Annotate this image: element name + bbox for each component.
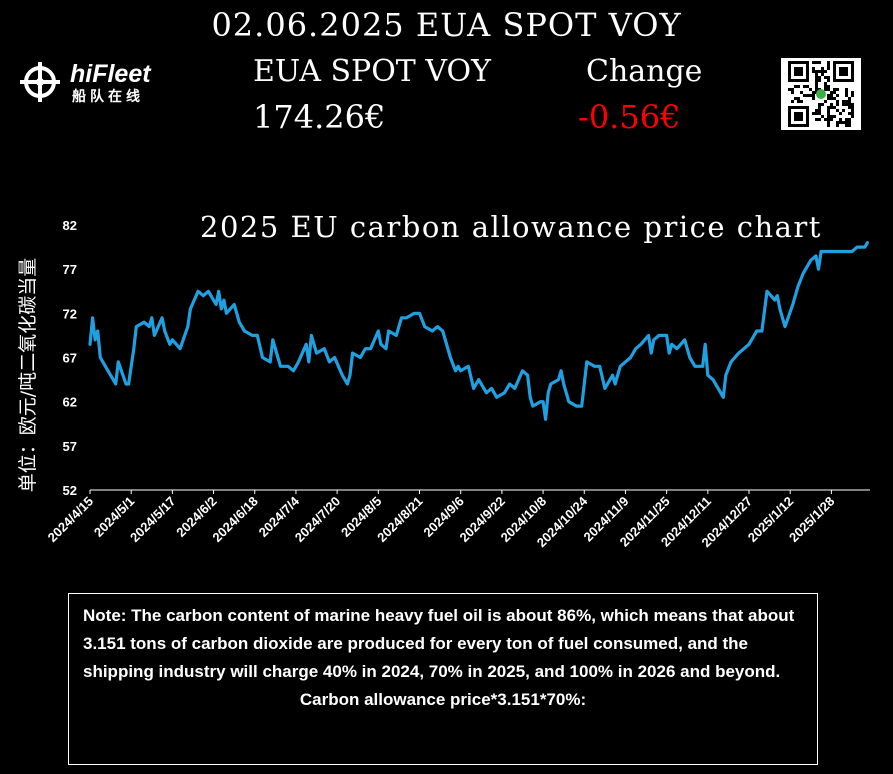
x-tick-label: 2024/7/20: [292, 494, 344, 546]
price-chart: 单位：欧元/吨二氧化碳当量 2025 EU carbon allowance p…: [17, 210, 870, 550]
note-formula: Carbon allowance price*3.151*70%:: [299, 690, 587, 709]
hifleet-logo: hiFleet 船队在线: [18, 60, 168, 104]
y-tick-label: 67: [63, 351, 77, 366]
eua-label: EUA SPOT VOY: [253, 54, 491, 89]
logo-subtitle: 船队在线: [72, 88, 144, 104]
y-tick-label: 77: [63, 262, 77, 277]
x-tick-label: 2024/8/21: [374, 494, 426, 546]
y-axis-label: 单位：欧元/吨二氧化碳当量: [17, 258, 39, 492]
ship-wheel-icon: [20, 62, 60, 102]
y-tick-label: 62: [63, 395, 77, 410]
header-title: 02.06.2025 EUA SPOT VOY: [211, 6, 682, 44]
change-label: Change: [586, 54, 703, 89]
price-value: 174.26€: [253, 98, 386, 136]
y-tick-label: 57: [63, 439, 77, 454]
note-box: Note: The carbon content of marine heavy…: [68, 593, 818, 765]
x-tick-label: 2024/5/17: [127, 494, 179, 546]
logo-name: hiFleet: [70, 60, 151, 88]
x-tick-label: 2025/1/28: [786, 494, 838, 546]
change-value: -0.56€: [578, 98, 681, 136]
y-tick-label: 52: [63, 483, 77, 498]
price-series-line: [88, 241, 869, 421]
chart-title: 2025 EU carbon allowance price chart: [200, 210, 822, 244]
y-tick-label: 82: [63, 218, 77, 233]
x-tick-label: 2024/6/18: [209, 494, 261, 546]
note-text: Note: The carbon content of marine heavy…: [83, 606, 795, 681]
qr-code-icon: [781, 58, 861, 130]
y-tick-label: 72: [63, 306, 77, 321]
x-tick-label: 2024/4/15: [45, 494, 97, 546]
